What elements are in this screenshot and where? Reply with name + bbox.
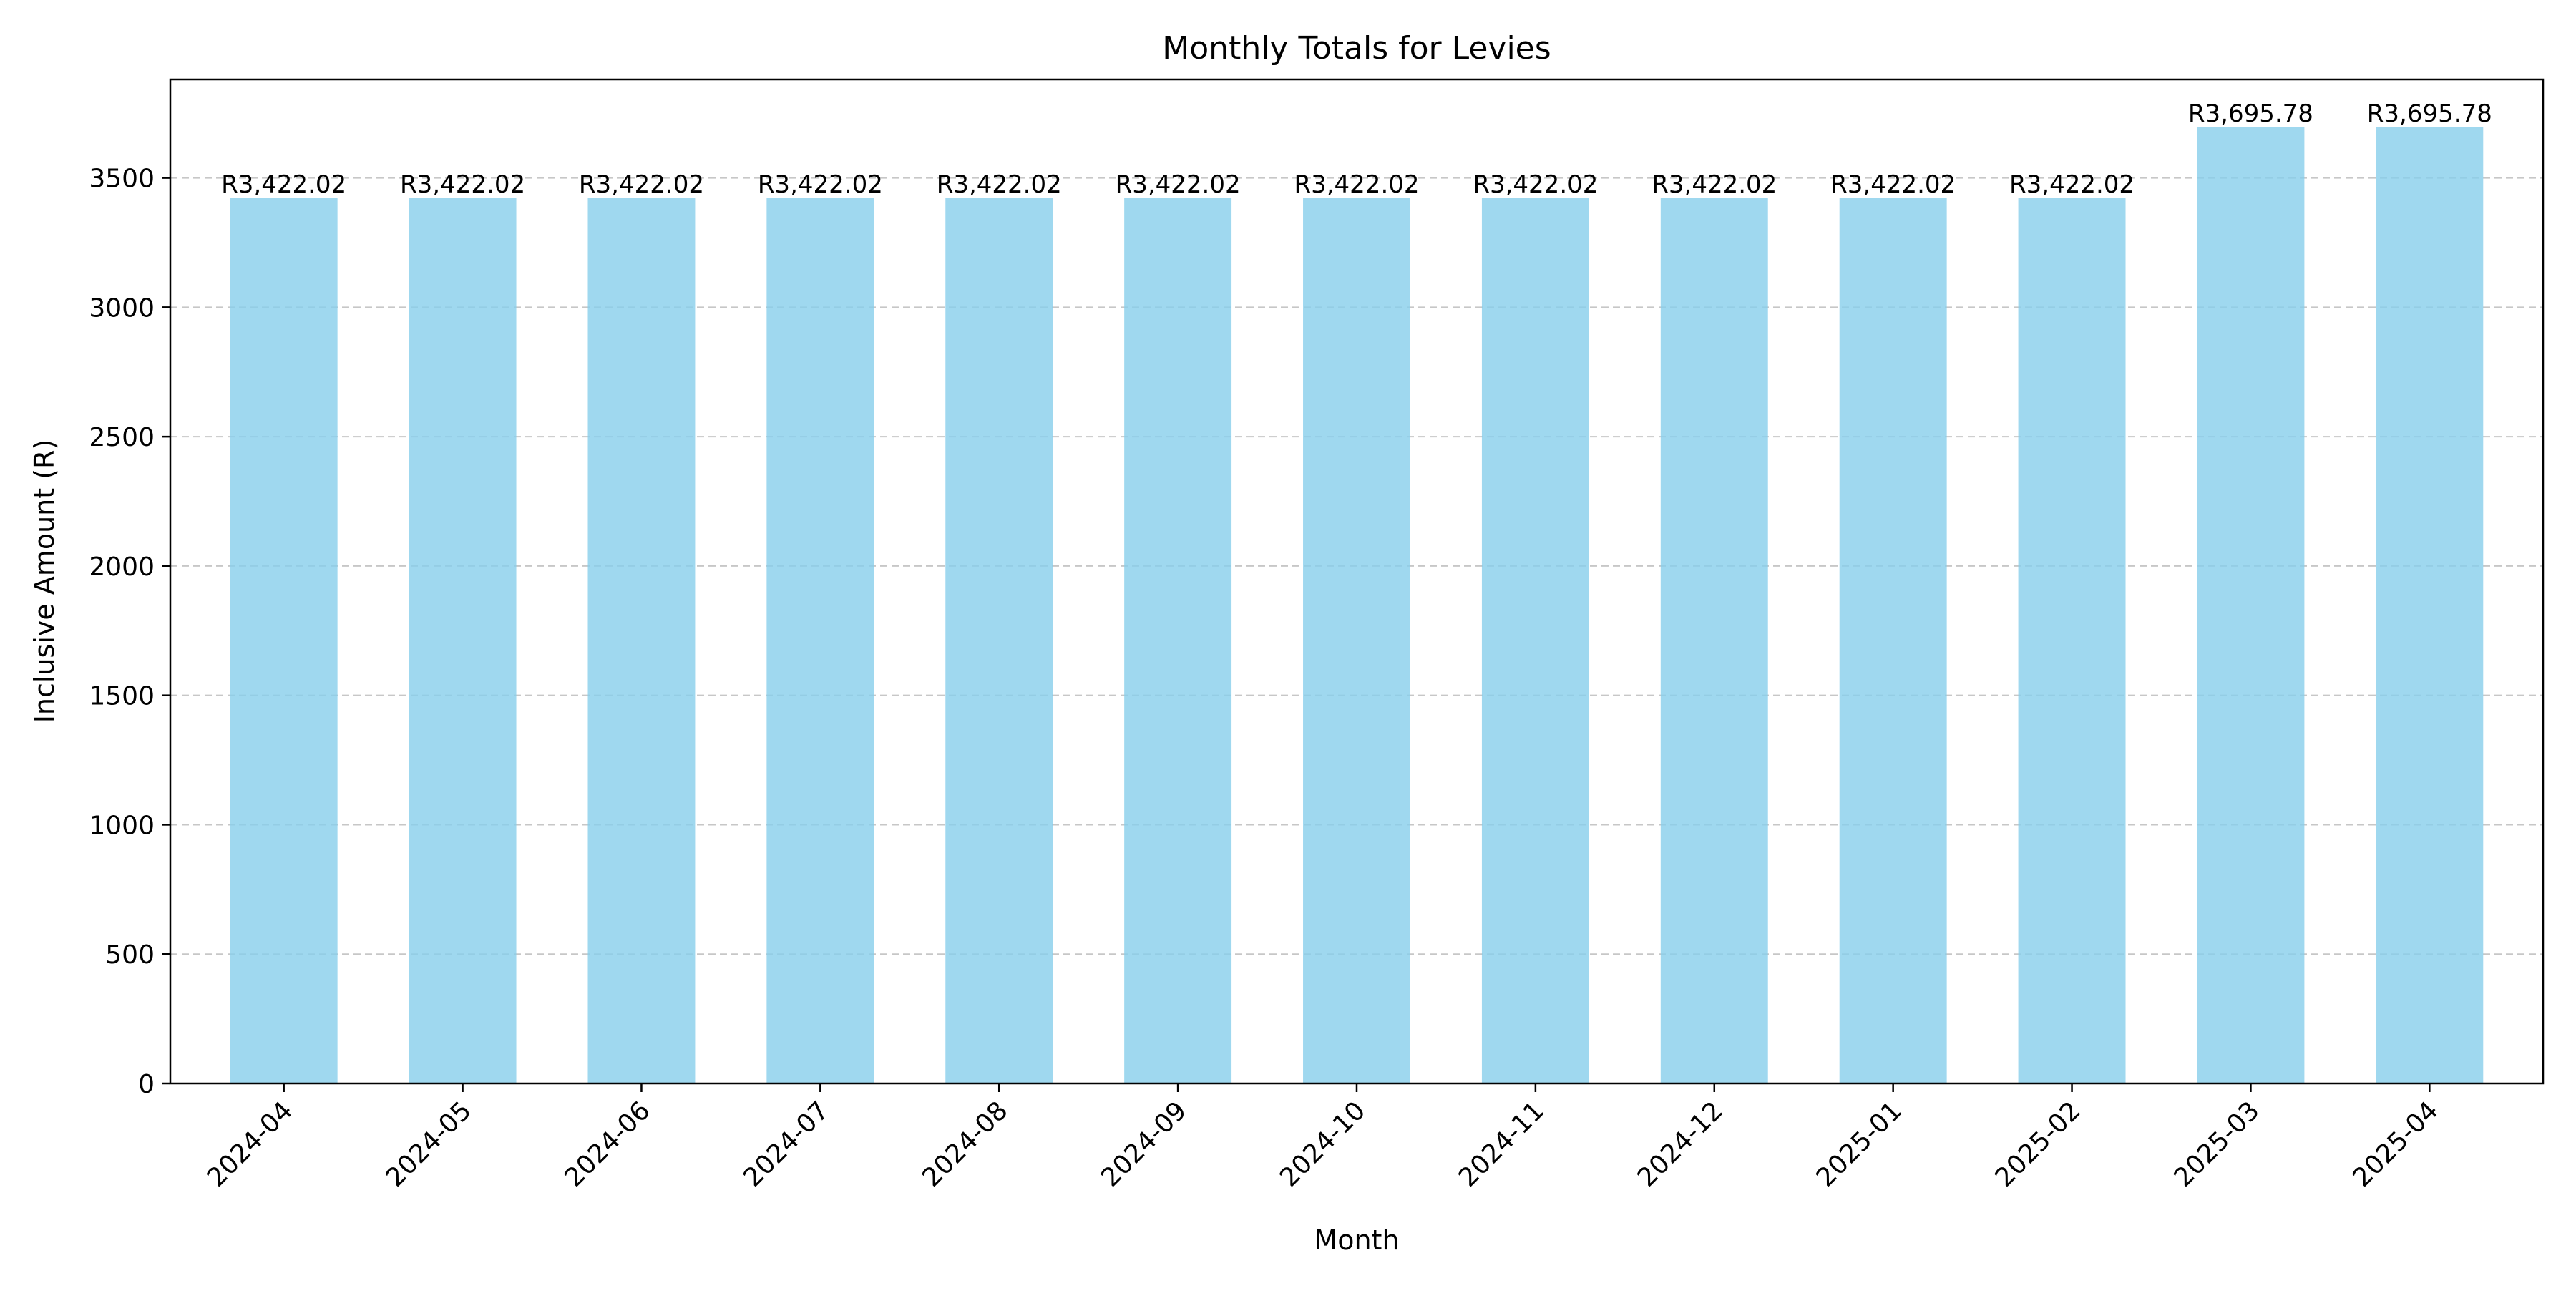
y-tick-label: 3000 — [89, 293, 155, 323]
bar — [2018, 198, 2126, 1083]
data-label: R3,695.78 — [2367, 99, 2492, 128]
bar — [2197, 127, 2305, 1084]
data-label: R3,422.02 — [1830, 170, 1956, 199]
data-label: R3,422.02 — [221, 170, 346, 199]
bar — [1660, 198, 1768, 1083]
data-label: R3,422.02 — [400, 170, 525, 199]
x-axis-label: Month — [1314, 1224, 1399, 1256]
y-tick-label: 2500 — [89, 423, 155, 452]
data-label: R3,422.02 — [1652, 170, 1777, 199]
y-axis: 0 500 1000 1500 2000 2500 3000 3500 — [89, 165, 170, 1099]
data-label: R3,422.02 — [1294, 170, 1419, 199]
chart-title: Monthly Totals for Levies — [1162, 30, 1551, 67]
bar — [1303, 198, 1410, 1083]
bar — [1481, 198, 1589, 1083]
data-label: R3,422.02 — [1116, 170, 1241, 199]
data-label: R3,422.02 — [937, 170, 1062, 199]
y-axis-label: Inclusive Amount (R) — [29, 439, 60, 724]
bar — [230, 198, 338, 1083]
data-labels: R3,422.02 R3,422.02 R3,422.02 R3,422.02 R3,4… — [221, 99, 2492, 199]
bars — [230, 127, 2484, 1084]
y-tick-label: 1000 — [89, 811, 155, 840]
y-tick-label: 1500 — [89, 682, 155, 711]
data-label: R3,422.02 — [2009, 170, 2135, 199]
bar — [587, 198, 696, 1083]
bar — [1124, 198, 1232, 1083]
data-label: R3,422.02 — [758, 170, 883, 199]
bar — [409, 198, 517, 1083]
data-label: R3,422.02 — [1473, 170, 1598, 199]
data-label: R3,422.02 — [579, 170, 704, 199]
y-tick-label: 3500 — [89, 165, 155, 194]
data-label: R3,695.78 — [2188, 99, 2313, 128]
y-tick-label: 2000 — [89, 552, 155, 582]
y-tick-label: 500 — [105, 940, 155, 970]
bar — [766, 198, 874, 1083]
bar — [945, 198, 1053, 1083]
y-tick-label: 0 — [138, 1070, 155, 1099]
bar — [2376, 127, 2484, 1084]
bar — [1839, 198, 1947, 1083]
